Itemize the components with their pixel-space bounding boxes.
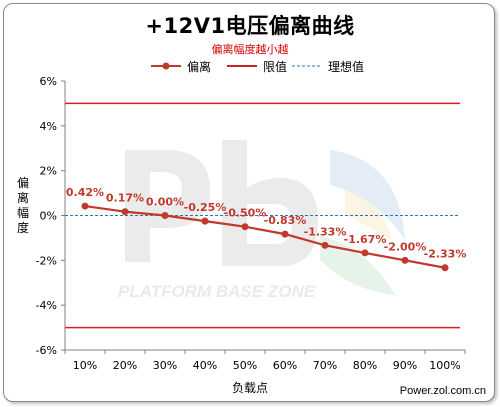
chart-frame [3,3,495,402]
chart-subtitle: 偏离幅度越小越 [211,43,289,56]
legend-dashed-line-icon [292,65,322,67]
y-tick-label: -6% [36,344,57,357]
data-label: 0.00% [146,196,184,209]
data-point [281,230,289,238]
source-credit: Power.zol.com.cn [399,385,486,397]
legend-item-deviation: 偏离 [151,58,211,74]
data-label: -0.83% [264,214,307,227]
watermark-text: PLATFORM BASE ZONE [118,282,316,301]
x-tick-label: 100% [429,359,460,372]
data-point [361,249,369,257]
data-point [241,223,249,231]
y-tick-label: -2% [36,254,57,267]
legend-item-limit: 限值 [227,58,287,74]
x-tick-label: 70% [313,359,337,372]
x-tick-label: 80% [353,359,377,372]
x-tick-label: 40% [193,359,217,372]
x-tick-label: 20% [113,359,137,372]
x-axis-label: 负载点 [231,381,268,395]
y-tick-label: -4% [36,299,57,312]
y-axis-label: 偏离幅度 [16,176,29,235]
data-point [321,241,329,249]
data-point [401,256,409,264]
legend-label-ideal: 理想值 [328,59,365,74]
y-tick-label: 0% [40,210,57,223]
data-label: -0.25% [184,201,227,214]
data-point [121,208,129,216]
y-tick-label: 2% [40,165,57,178]
data-label: -0.50% [224,207,267,220]
legend-label-deviation: 偏离 [187,59,212,74]
deviation-series-line [84,204,446,269]
data-point [201,217,209,225]
watermark-logo: PLATFORM BASE ZONE [118,140,405,301]
data-label: -1.33% [304,225,347,238]
data-label: -2.00% [384,240,427,253]
chart-title: +12V1电压偏离曲线 [145,14,355,38]
data-label: 0.17% [106,192,144,205]
chart-legend: 偏离 限值 理想值 [0,58,500,74]
data-label: 0.42% [66,186,104,199]
data-label: -2.33% [424,248,467,261]
data-point [441,264,449,272]
x-tick-label: 10% [73,359,97,372]
x-tick-label: 90% [393,359,417,372]
x-tick-label: 30% [153,359,177,372]
data-label: -1.67% [344,233,387,246]
data-point [81,202,89,210]
legend-solid-line-icon [227,65,257,67]
x-tick-label: 50% [233,359,257,372]
legend-label-limit: 限值 [263,59,288,74]
y-tick-label: 6% [40,75,57,88]
y-tick-label: 4% [40,120,57,133]
legend-item-ideal: 理想值 [292,58,364,74]
x-tick-label: 60% [273,359,297,372]
legend-line-marker-icon [151,62,181,70]
data-point [161,212,169,219]
